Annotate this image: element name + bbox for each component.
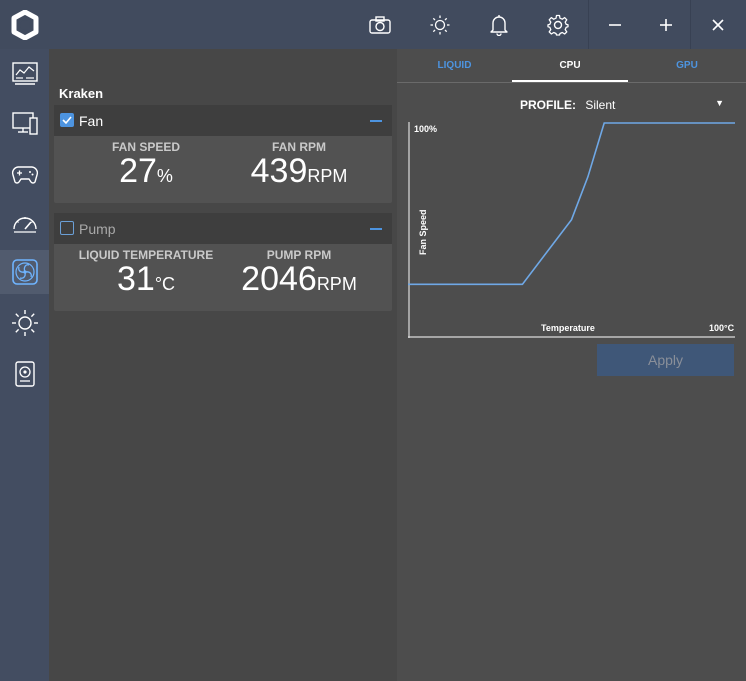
pc-monitor-icon [11,112,38,135]
sidebar [0,49,49,681]
device-panel: Kraken Fan FAN SPEED 27% FAN RPM 439RPM … [49,49,397,681]
gamepad-icon [11,166,38,184]
tab-liquid[interactable]: LIQUID [437,60,472,71]
sidebar-item-overclock[interactable] [0,201,49,245]
liquid-temp-stat: LIQUID TEMPERATURE 31°C [70,248,222,301]
fan-speed-value: 27% [119,152,173,190]
x-axis-label: Temperature [541,323,595,333]
lighting-icon [11,310,38,336]
fan-card-header[interactable]: Fan [54,105,392,136]
sidebar-item-lighting[interactable] [0,301,49,345]
tab-gpu[interactable]: GPU [676,60,698,71]
fan-curve-line[interactable] [408,122,735,286]
fan-label: Fan [79,113,104,129]
title-separator [588,0,589,49]
fan-checkbox[interactable] [60,113,74,127]
pump-card: Pump LIQUID TEMPERATURE 31°C PUMP RPM 20… [54,213,392,311]
title-bar [0,0,746,49]
sidebar-item-cooling[interactable] [0,250,49,294]
title-separator [690,0,691,49]
tab-cpu[interactable]: CPU [559,60,581,71]
app-logo-icon[interactable] [10,9,40,41]
fan-speed-label: FAN SPEED [111,140,180,154]
gear-icon[interactable] [543,10,573,40]
tab-bar: LIQUID CPU GPU [397,49,746,83]
pump-checkbox[interactable] [60,221,74,235]
fan-rpm-value: 439RPM [250,152,348,190]
fan-curve-chart[interactable]: 100% Fan Speed Temperature 100°C [408,122,735,338]
sidebar-item-dashboard[interactable] [0,52,49,96]
pump-rpm-unit: RPM [316,274,357,294]
y-axis-label: Fan Speed [418,209,428,255]
minimize-icon[interactable] [600,10,630,40]
dashboard-icon [11,62,38,85]
liquid-temp-unit: °C [154,274,176,294]
profile-value: Silent [585,98,616,112]
apply-button[interactable]: Apply [597,344,734,376]
x-max-label: 100°C [709,323,735,333]
pump-rpm-value: 2046RPM [241,260,357,298]
plus-icon[interactable] [651,10,681,40]
cooling-curve-panel: LIQUID CPU GPU PROFILE: Silent ▼ 100% Fa… [397,49,746,681]
y-max-label: 100% [414,124,437,134]
fan-card: Fan FAN SPEED 27% FAN RPM 439RPM [54,105,392,203]
pump-rpm-label: PUMP RPM [266,248,332,262]
fan-rpm-stat: FAN RPM 439RPM [234,140,364,193]
device-title: Kraken [59,86,104,101]
fan-rpm-label: FAN RPM [272,140,326,154]
camera-icon[interactable] [365,10,395,40]
gauge-icon [12,217,37,233]
liquid-temp-label: LIQUID TEMPERATURE [78,248,214,262]
sidebar-item-audio[interactable] [0,352,49,396]
fan-icon [11,259,38,285]
sun-icon[interactable] [425,10,455,40]
close-icon[interactable] [703,10,733,40]
checkmark-icon [62,116,72,125]
profile-label: PROFILE: [520,98,576,112]
fan-speed-stat: FAN SPEED 27% [96,140,196,193]
dropdown-arrow-icon[interactable]: ▼ [715,98,724,108]
liquid-temp-value: 31°C [116,260,176,298]
active-tab-indicator [512,80,628,82]
bell-icon[interactable] [484,10,514,40]
fan-rpm-unit: RPM [307,166,348,186]
pump-label: Pump [79,221,116,237]
collapse-icon[interactable] [370,228,382,230]
fan-speed-unit: % [156,166,173,186]
collapse-icon[interactable] [370,120,382,122]
profile-select[interactable]: PROFILE: Silent [520,98,615,112]
sidebar-item-pc[interactable] [0,101,49,145]
sidebar-item-gaming[interactable] [0,152,49,196]
audio-device-icon [14,361,35,387]
pump-card-header[interactable]: Pump [54,213,392,244]
pump-rpm-stat: PUMP RPM 2046RPM [229,248,369,301]
